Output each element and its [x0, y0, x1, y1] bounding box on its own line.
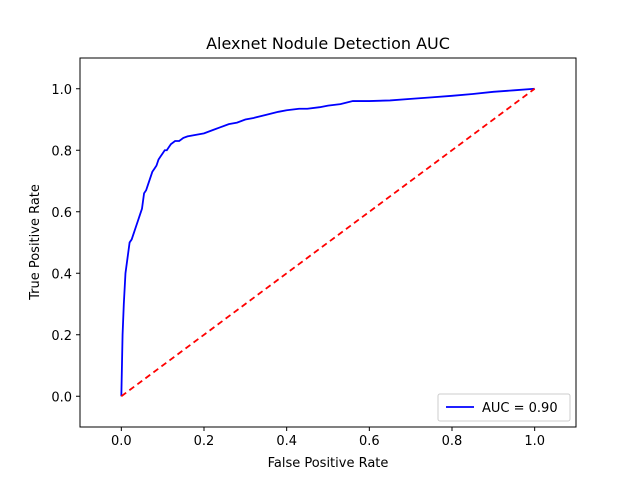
y-tick-label: 0.8	[51, 144, 72, 159]
legend-entry: AUC = 0.90	[482, 401, 558, 416]
legend: AUC = 0.90	[437, 393, 571, 422]
y-tick-label: 0.6	[51, 206, 72, 221]
x-axis-ticks: 0.0 0.2 0.4 0.6 0.8 1.0	[111, 427, 545, 449]
y-tick-label: 1.0	[51, 83, 72, 98]
y-tick-label: 0.2	[51, 329, 72, 344]
x-tick-label: 1.0	[524, 434, 545, 449]
y-axis-ticks: 0.0 0.2 0.4 0.6 0.8 1.0	[51, 83, 80, 405]
roc-curve-line	[120, 87, 535, 397]
plot-area	[120, 87, 536, 397]
x-axis-label: False Positive Rate	[268, 456, 389, 471]
y-axis-label: True Positive Rate	[28, 184, 43, 301]
x-tick-label: 0.0	[111, 434, 132, 449]
y-tick-label: 0.4	[51, 267, 72, 282]
x-tick-label: 0.2	[194, 434, 215, 449]
x-tick-label: 0.4	[276, 434, 297, 449]
x-tick-label: 0.8	[442, 434, 463, 449]
chart-title: Alexnet Nodule Detection AUC	[206, 34, 450, 53]
plot-frame	[79, 57, 577, 428]
x-tick-label: 0.6	[359, 434, 380, 449]
chance-diagonal-line	[120, 88, 536, 397]
legend-box	[437, 393, 571, 422]
y-tick-label: 0.0	[51, 390, 72, 405]
